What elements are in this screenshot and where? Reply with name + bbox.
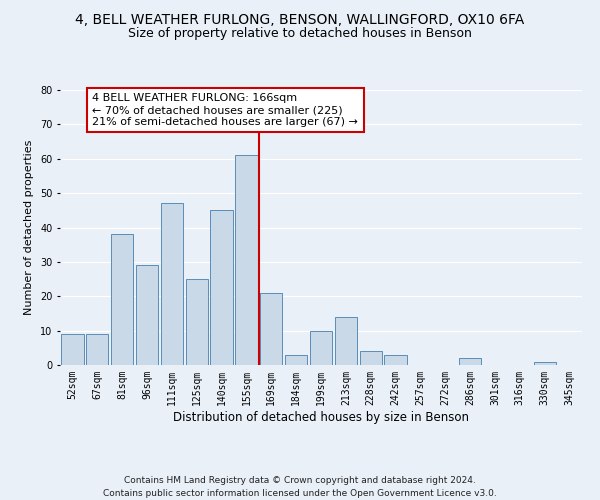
Bar <box>211 210 233 365</box>
Bar <box>459 358 481 365</box>
Text: Size of property relative to detached houses in Benson: Size of property relative to detached ho… <box>128 28 472 40</box>
Bar <box>185 279 208 365</box>
X-axis label: Distribution of detached houses by size in Benson: Distribution of detached houses by size … <box>173 410 469 424</box>
Bar <box>260 293 283 365</box>
Bar <box>61 334 83 365</box>
Text: 4, BELL WEATHER FURLONG, BENSON, WALLINGFORD, OX10 6FA: 4, BELL WEATHER FURLONG, BENSON, WALLING… <box>76 12 524 26</box>
Bar <box>385 354 407 365</box>
Bar <box>533 362 556 365</box>
Bar <box>235 156 257 365</box>
Bar <box>161 204 183 365</box>
Text: Contains HM Land Registry data © Crown copyright and database right 2024.
Contai: Contains HM Land Registry data © Crown c… <box>103 476 497 498</box>
Bar <box>86 334 109 365</box>
Bar <box>359 351 382 365</box>
Text: 4 BELL WEATHER FURLONG: 166sqm
← 70% of detached houses are smaller (225)
21% of: 4 BELL WEATHER FURLONG: 166sqm ← 70% of … <box>92 94 358 126</box>
Bar <box>310 330 332 365</box>
Bar <box>111 234 133 365</box>
Y-axis label: Number of detached properties: Number of detached properties <box>25 140 34 315</box>
Bar <box>335 317 357 365</box>
Bar <box>285 354 307 365</box>
Bar <box>136 266 158 365</box>
